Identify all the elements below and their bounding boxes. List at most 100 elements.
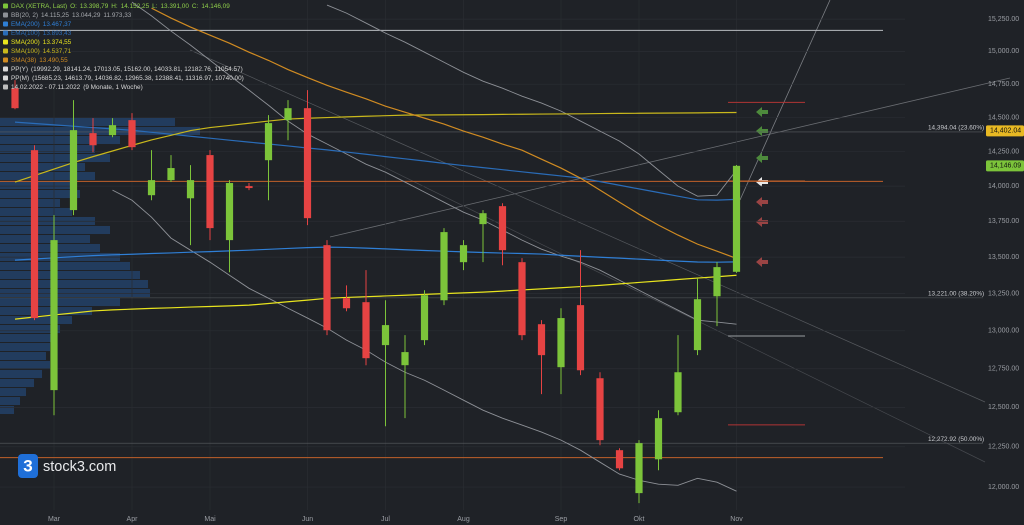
legend-text: SMA(200) (11, 39, 40, 46)
candle-body (401, 352, 409, 366)
candle-body (303, 108, 312, 219)
last-price-tag-label: 14,146.09 (990, 163, 1021, 170)
candle-body (576, 305, 585, 371)
legend-text: SMA(38) (11, 57, 36, 64)
y-tick-label: 15,000.00 (988, 48, 1019, 55)
legend-text: EMA(100) (11, 30, 40, 37)
x-tick-label: Nov (730, 516, 743, 523)
legend-entry: SMA(200) 13.374,55 (11, 39, 72, 46)
bollinger-middle (131, 1, 737, 325)
y-tick-label: 14,000.00 (988, 183, 1019, 190)
y-tick-label: 12,500.00 (988, 404, 1019, 411)
y-tick-label: 14,250.00 (988, 148, 1019, 155)
y-tick-label: 14,750.00 (988, 81, 1019, 88)
bollinger-upper (326, 4, 737, 197)
candle-body (206, 155, 214, 229)
fib-label: 14,394.04 (23.60%) (928, 125, 984, 132)
candle-body (128, 120, 136, 148)
candle-body (498, 206, 507, 251)
y-tick-label: 12,000.00 (988, 484, 1019, 491)
volume-profile (0, 118, 200, 414)
legend-swatch (3, 3, 8, 9)
candle-body (11, 88, 19, 109)
candle-body (713, 267, 721, 297)
candle-body (362, 302, 370, 359)
legend-text: (9 Monate, 1 Woche) (83, 84, 143, 91)
x-tick-label: Aug (457, 516, 470, 523)
legend-text: 13.490,55 (39, 57, 68, 64)
x-tick-label: Jun (302, 516, 313, 523)
legend-entry: PP(M) (15685.23, 14613.79, 14036.82, 1296… (11, 75, 244, 82)
overlay-line (14, 274, 737, 320)
legend-entry: DAX (XETRA, Last) O: 13.398,79 H: 14.152,25 L… (11, 3, 230, 10)
candle-body (635, 443, 643, 494)
candle-body (596, 378, 604, 441)
legend-text: 13.044,29 (72, 12, 101, 19)
candle-body (264, 123, 273, 161)
y-tick-label: 13,000.00 (988, 328, 1019, 335)
legend-text: DAX (XETRA, Last) (11, 3, 67, 10)
legend-swatch (3, 39, 8, 45)
logo-mark: 3 (23, 456, 32, 475)
legend-text: 14.115,25 (41, 12, 69, 19)
arrow (756, 126, 768, 136)
candle-body (479, 213, 487, 225)
candle-body (186, 180, 195, 199)
decorations (0, 0, 1011, 463)
legend-swatch (3, 12, 8, 18)
arrow (756, 217, 768, 227)
x-tick-label: Mai (204, 516, 216, 523)
legend-text: (15685.23, 14613.79, 14036.82, 12965.38,… (32, 75, 244, 82)
y-tick-label: 12,750.00 (988, 366, 1019, 373)
candle-body (323, 245, 331, 331)
legend-swatch (3, 48, 8, 54)
last-price-tag (986, 160, 1024, 172)
legend-text: 13.391,00 (160, 3, 189, 10)
candle-body (440, 232, 448, 301)
candle-body (69, 130, 78, 211)
legend-text: 14.152,25 (121, 3, 150, 10)
bollinger-lower (112, 189, 737, 492)
candle-body (654, 418, 663, 460)
legend-text: 13.893,43 (43, 30, 72, 37)
legend-entry: EMA(200) 13.467,37 (11, 21, 72, 28)
candle-body (108, 125, 117, 136)
logo: 3 stock3.com (18, 454, 116, 478)
legend-text: 14.146,09 (201, 3, 230, 10)
fib-label: 13,221.00 (38.20%) (928, 291, 984, 298)
candle-body (693, 299, 702, 351)
candle-body (674, 372, 682, 413)
legend-entry: EMA(100) 13.893,43 (11, 30, 72, 37)
candle-body (167, 168, 175, 181)
legend-text: 11.973,33 (103, 12, 131, 19)
candle-body (518, 262, 526, 336)
legend-text: (19992.29, 18141.24, 17013.05, 15162.00,… (31, 66, 243, 73)
candle-body (537, 324, 546, 356)
candle-body (342, 298, 351, 309)
legend-entry: BB(20, 2) 14.115,25 13.044,29 11.973,33 (11, 12, 132, 19)
legend-entry: PP(Y) (19992.29, 18141.24, 17013.05, 1516… (11, 66, 243, 73)
arrow (756, 197, 768, 207)
arrow (756, 153, 768, 163)
legend-text: SMA(100) (11, 48, 40, 55)
candle-body (225, 183, 234, 241)
legend-swatch (3, 75, 8, 81)
overlay-line (151, 7, 737, 259)
logo-text: stock3.com (43, 459, 116, 475)
trend-line (329, 77, 1011, 238)
candle-body (459, 245, 468, 263)
y-tick-label: 13,750.00 (988, 218, 1019, 225)
legend-entry: SMA(100) 14.537,71 (11, 48, 72, 55)
candle-body (284, 108, 292, 121)
candle-body (381, 325, 390, 346)
candle-body (50, 240, 58, 391)
legend-text: L: (152, 3, 158, 10)
candle-body (420, 295, 429, 341)
arrow (756, 177, 768, 187)
y-tick-label: 12,250.00 (988, 444, 1019, 451)
candle-body (557, 318, 565, 368)
legend-swatch (3, 30, 8, 36)
candle-body (89, 133, 97, 146)
